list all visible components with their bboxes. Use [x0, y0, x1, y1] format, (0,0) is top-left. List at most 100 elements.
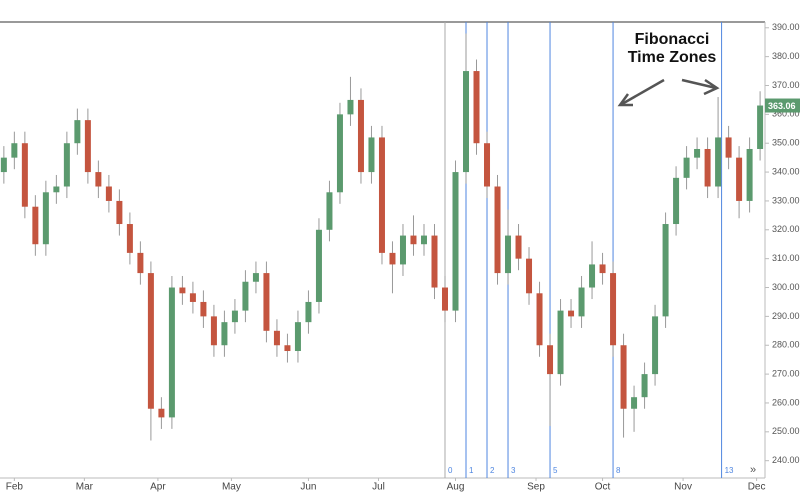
candle-body: [252, 273, 259, 282]
candle-body: [568, 310, 575, 317]
last-price-label: 363.06: [768, 101, 796, 111]
x-tick-label: Oct: [595, 482, 611, 493]
candle-body: [683, 157, 690, 178]
fib-label: 0: [448, 466, 453, 475]
candle-body: [168, 287, 175, 418]
x-tick-label: Aug: [447, 482, 465, 493]
fib-label: 3: [511, 466, 516, 475]
candle-body: [610, 273, 617, 346]
plot: [0, 22, 764, 478]
y-tick-label: 280.00: [772, 340, 800, 350]
candle-body: [736, 157, 743, 201]
y-tick-label: 260.00: [772, 397, 800, 407]
fib-label: 2: [490, 466, 495, 475]
candle-body: [336, 114, 343, 193]
y-tick-label: 350.00: [772, 138, 800, 148]
candle-body: [484, 143, 491, 187]
candle-body: [715, 137, 722, 187]
candle-body: [147, 273, 154, 409]
y-tick-label: 310.00: [772, 253, 800, 263]
candle-body: [505, 235, 512, 274]
candle-body: [242, 281, 249, 311]
candle-body: [578, 287, 585, 317]
candle-body: [200, 301, 207, 317]
candle-body: [620, 345, 627, 409]
candle-body: [294, 322, 301, 352]
fib-label: 1: [469, 466, 474, 475]
candle-body: [589, 264, 596, 288]
annotation-arrows: [617, 78, 720, 107]
candle-body: [526, 258, 533, 294]
candle-body: [557, 310, 564, 375]
y-tick-label: 340.00: [772, 166, 800, 176]
candle-body: [547, 345, 554, 375]
candle-body: [210, 316, 217, 346]
y-tick-label: 320.00: [772, 224, 800, 234]
candle-body: [641, 374, 648, 398]
candle-body: [32, 206, 39, 245]
fib-label: 8: [616, 466, 621, 475]
candle-body: [420, 235, 427, 245]
candle-body: [694, 148, 701, 158]
y-tick-label: 330.00: [772, 195, 800, 205]
candle-body: [399, 235, 406, 265]
candle-body: [42, 192, 49, 245]
y-tick-label: 250.00: [772, 426, 800, 436]
candle-body: [631, 397, 638, 409]
candle-body: [410, 235, 417, 245]
arrowhead: [617, 93, 633, 107]
y-tick-label: 290.00: [772, 311, 800, 321]
candle-body: [231, 310, 238, 323]
scroll-button[interactable]: »: [750, 464, 756, 476]
candle-body: [441, 287, 448, 311]
candle-body: [536, 293, 543, 346]
candle-body: [305, 301, 312, 323]
y-tick-label: 270.00: [772, 368, 800, 378]
candle-body: [347, 99, 354, 115]
candle-body: [126, 224, 133, 253]
y-tick-label: 390.00: [772, 22, 800, 32]
x-tick-label: Dec: [748, 482, 766, 493]
candle-body: [221, 322, 228, 346]
candle-body: [95, 172, 102, 187]
y-tick-label: 300.00: [772, 282, 800, 292]
arrowhead: [703, 78, 720, 96]
x-tick-label: Nov: [674, 482, 692, 493]
candle-body: [378, 137, 385, 253]
candle-body: [315, 229, 322, 302]
x-tick-label: May: [222, 482, 241, 493]
candle-body: [357, 99, 364, 173]
candle-body: [179, 287, 186, 294]
x-tick-label: Mar: [76, 482, 94, 493]
annotation: Time Zones: [628, 49, 717, 66]
candle-body: [704, 148, 711, 187]
y-tick-label: 360.00: [772, 109, 800, 119]
candle-body: [273, 330, 280, 346]
candle-body: [158, 408, 165, 418]
candle-body: [599, 264, 606, 274]
fib-label: 13: [725, 466, 734, 475]
candle-body: [673, 177, 680, 225]
arrow: [621, 78, 665, 106]
candle-body: [137, 252, 144, 274]
candle-body: [105, 186, 112, 201]
candle-body: [189, 293, 196, 302]
candle-body: [431, 235, 438, 288]
candle-body: [84, 120, 91, 173]
candle-body: [463, 71, 470, 173]
candle-body: [53, 186, 60, 193]
candle-body: [652, 316, 659, 375]
candle-body: [662, 224, 669, 317]
y-tick-label: 240.00: [772, 455, 800, 465]
candle-body: [116, 200, 123, 225]
x-tick-label: Apr: [150, 482, 166, 493]
candle-body: [284, 345, 291, 352]
x-tick-label: Jun: [300, 482, 316, 493]
candle-body: [63, 143, 70, 187]
x-tick-label: Feb: [6, 482, 24, 493]
candle-body: [11, 143, 18, 158]
y-tick-label: 380.00: [772, 51, 800, 61]
fib-label: 5: [553, 466, 558, 475]
candle-body: [368, 137, 375, 173]
